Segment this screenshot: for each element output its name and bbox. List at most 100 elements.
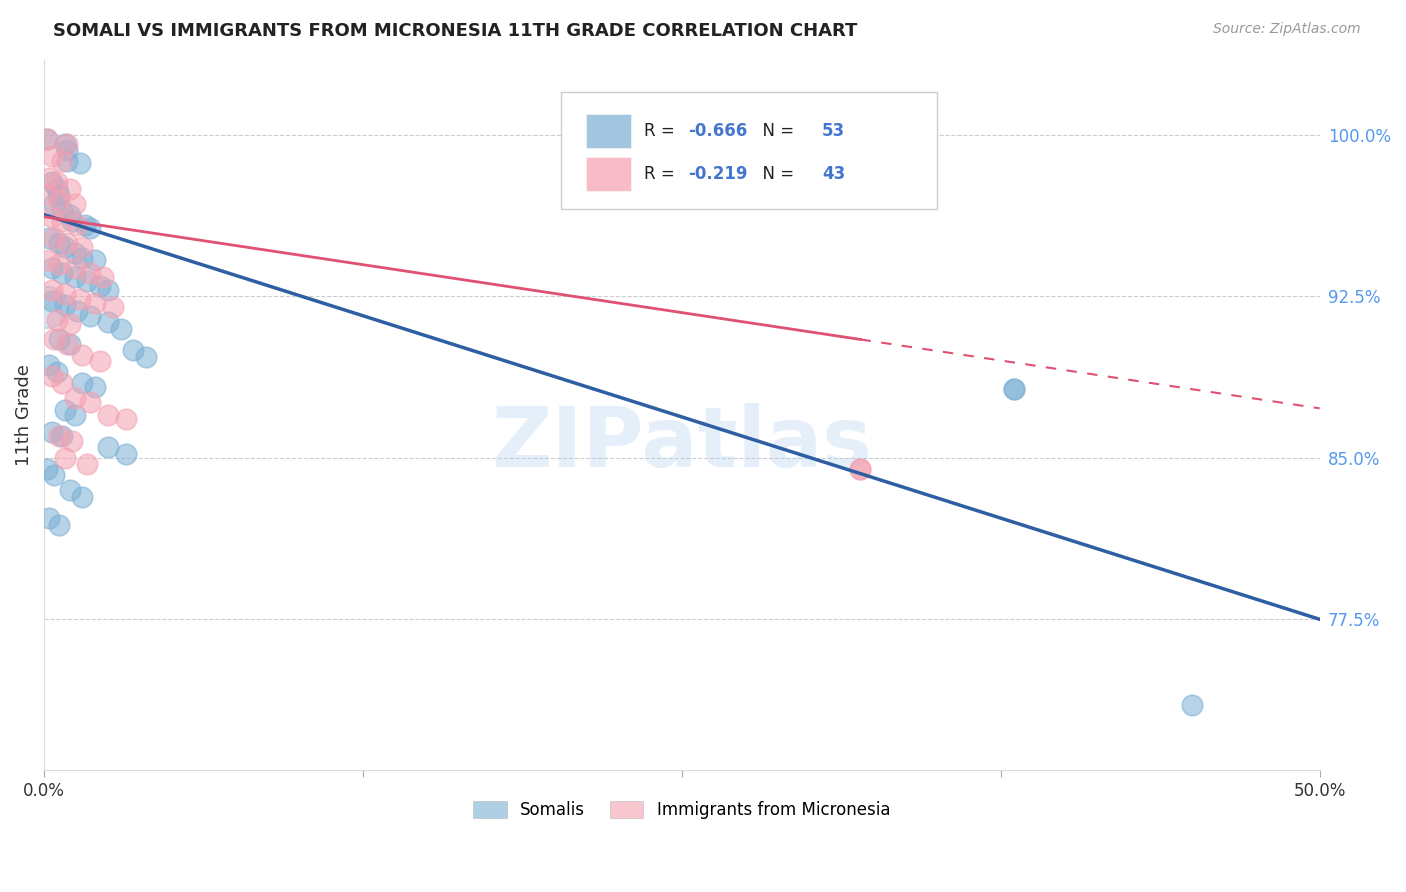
Point xyxy=(59,208,82,222)
FancyBboxPatch shape xyxy=(586,157,631,191)
Point xyxy=(72,490,94,504)
Point xyxy=(48,188,70,202)
Point xyxy=(72,376,94,390)
Point xyxy=(63,197,86,211)
Point xyxy=(84,252,107,267)
Text: N =: N = xyxy=(752,122,800,140)
Point xyxy=(63,270,86,285)
Point xyxy=(56,336,79,351)
Point xyxy=(69,292,91,306)
Point xyxy=(63,246,86,260)
Text: 43: 43 xyxy=(823,165,845,183)
Point xyxy=(114,412,136,426)
Point xyxy=(41,283,63,297)
Point xyxy=(41,425,63,439)
Text: SOMALI VS IMMIGRANTS FROM MICRONESIA 11TH GRADE CORRELATION CHART: SOMALI VS IMMIGRANTS FROM MICRONESIA 11T… xyxy=(53,22,858,40)
Point xyxy=(41,175,63,189)
Point xyxy=(122,343,145,358)
Point xyxy=(79,395,101,409)
Point xyxy=(44,468,66,483)
Point xyxy=(849,461,872,475)
Point xyxy=(38,231,60,245)
Point xyxy=(48,333,70,347)
Point xyxy=(97,315,120,329)
Point xyxy=(97,440,120,454)
Point xyxy=(51,266,73,280)
Point xyxy=(35,132,58,146)
Text: -0.666: -0.666 xyxy=(689,122,748,140)
Text: -0.219: -0.219 xyxy=(689,165,748,183)
Point xyxy=(59,483,82,497)
Text: ZIPatlas: ZIPatlas xyxy=(491,402,872,483)
Point xyxy=(60,434,83,448)
Point xyxy=(38,252,60,267)
Point xyxy=(60,214,83,228)
Point xyxy=(59,182,82,196)
Point xyxy=(97,408,120,422)
Point xyxy=(84,296,107,310)
Point xyxy=(51,429,73,443)
Point xyxy=(89,278,111,293)
Point xyxy=(45,365,67,379)
Point xyxy=(56,143,79,157)
Text: R =: R = xyxy=(644,122,679,140)
Point xyxy=(72,240,94,254)
Point xyxy=(110,321,132,335)
Point xyxy=(59,336,82,351)
Point xyxy=(66,219,89,233)
Point xyxy=(76,274,98,288)
Point xyxy=(56,136,79,151)
Point xyxy=(69,156,91,170)
Point xyxy=(48,517,70,532)
Point xyxy=(51,203,73,218)
Point xyxy=(89,354,111,368)
Point xyxy=(41,293,63,308)
Point xyxy=(35,300,58,314)
Point xyxy=(53,240,76,254)
FancyBboxPatch shape xyxy=(561,92,936,209)
Point xyxy=(1181,698,1204,713)
Point xyxy=(48,193,70,207)
Point xyxy=(76,458,98,472)
Text: R =: R = xyxy=(644,165,679,183)
Point xyxy=(48,257,70,271)
Point xyxy=(72,347,94,361)
Point xyxy=(1002,382,1025,396)
Point xyxy=(44,333,66,347)
Point xyxy=(63,408,86,422)
Point xyxy=(135,350,157,364)
Point xyxy=(51,153,73,168)
Text: 53: 53 xyxy=(823,122,845,140)
Text: Source: ZipAtlas.com: Source: ZipAtlas.com xyxy=(1213,22,1361,37)
Point xyxy=(41,149,63,163)
Point xyxy=(79,220,101,235)
Point xyxy=(45,182,67,196)
Point xyxy=(79,266,101,280)
Point xyxy=(35,461,58,475)
Point xyxy=(41,261,63,276)
Point xyxy=(114,446,136,460)
Point xyxy=(1002,382,1025,396)
Point xyxy=(56,235,79,250)
Point xyxy=(35,132,58,146)
Legend: Somalis, Immigrants from Micronesia: Somalis, Immigrants from Micronesia xyxy=(467,794,897,826)
Point xyxy=(84,380,107,394)
Point xyxy=(91,270,114,285)
Point xyxy=(51,214,73,228)
Point xyxy=(63,391,86,405)
Point xyxy=(44,197,66,211)
Point xyxy=(48,429,70,443)
Point xyxy=(45,313,67,327)
Point xyxy=(45,175,67,189)
Point xyxy=(73,219,96,233)
Point xyxy=(51,376,73,390)
Point xyxy=(79,309,101,323)
Point xyxy=(849,461,872,475)
Point xyxy=(97,283,120,297)
Point xyxy=(72,251,94,265)
Point xyxy=(53,450,76,465)
FancyBboxPatch shape xyxy=(586,114,631,148)
Point xyxy=(59,318,82,332)
Point xyxy=(38,511,60,525)
Y-axis label: 11th Grade: 11th Grade xyxy=(15,364,32,466)
